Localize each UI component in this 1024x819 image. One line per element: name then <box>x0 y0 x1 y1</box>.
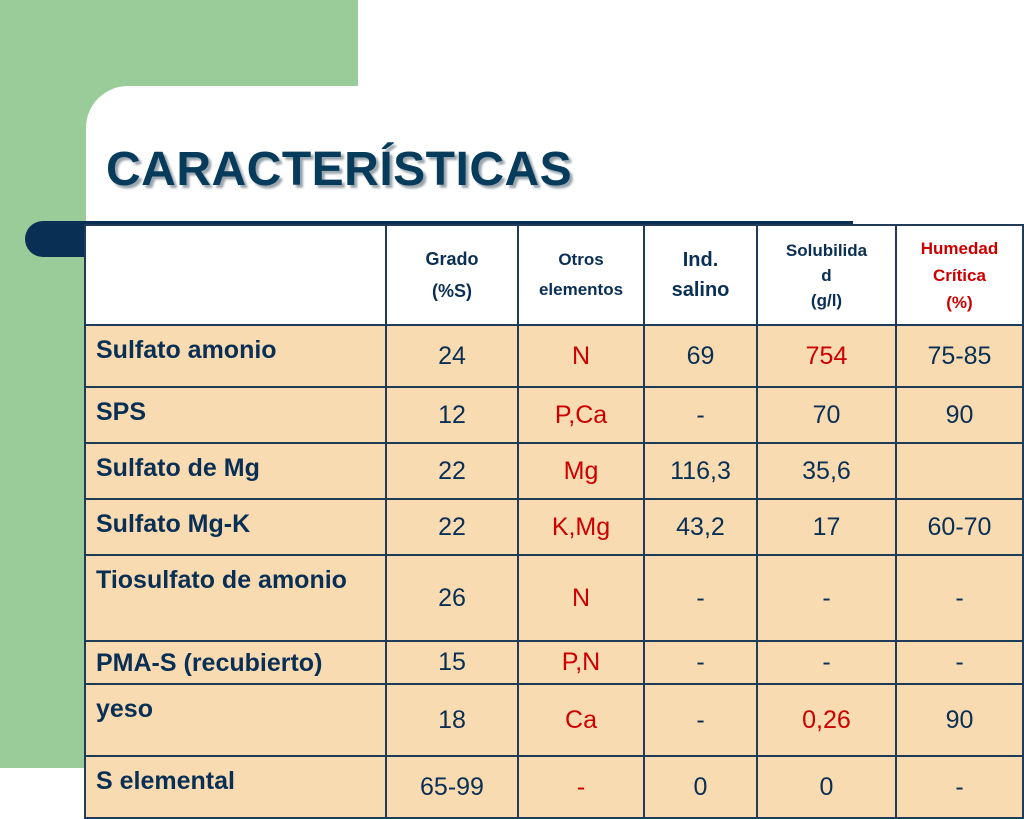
cell-grado: 12 <box>385 386 519 444</box>
characteristics-table: Grado (%S) Otros elementos Ind. salino Solu… <box>84 224 1024 819</box>
cell-otros: N <box>517 324 645 388</box>
table-row: SPS 12 P,Ca - 70 90 <box>84 386 1024 444</box>
cell-hum: - <box>895 554 1024 642</box>
table-row: Sulfato de Mg 22 Mg 116,3 35,6 <box>84 442 1024 500</box>
header-hum-line1: Humedad <box>920 238 999 258</box>
cell-hum: 90 <box>895 386 1024 444</box>
cell-sol: 70 <box>756 386 897 444</box>
header-empty-cell <box>84 224 387 326</box>
cell-hum: - <box>895 755 1024 819</box>
header-grado: Grado (%S) <box>385 224 519 326</box>
header-hum-line3: (%) <box>946 292 973 312</box>
header-sol-line1: Solubilida <box>785 240 868 260</box>
cell-grado: 65-99 <box>385 755 519 819</box>
header-otros-line2: elementos <box>538 280 624 299</box>
table-row: Sulfato Mg-K 22 K,Mg 43,2 17 60-70 <box>84 498 1024 556</box>
cell-grado: 15 <box>385 640 519 685</box>
cell-hum: - <box>895 640 1024 685</box>
header-grado-line1: Grado <box>425 249 479 269</box>
row-name: Sulfato amonio <box>84 324 387 388</box>
cell-sol: - <box>756 554 897 642</box>
header-otros-line1: Otros <box>558 250 604 269</box>
header-solubilidad: Solubilida d (g/l) <box>756 224 897 326</box>
cell-otros: P,N <box>517 640 645 685</box>
row-name: Sulfato de Mg <box>84 442 387 500</box>
cell-otros: Mg <box>517 442 645 500</box>
cell-otros: Ca <box>517 683 645 757</box>
slide-title: CARACTERÍSTICAS <box>106 143 573 196</box>
cell-sol: 0,26 <box>756 683 897 757</box>
cell-hum: 90 <box>895 683 1024 757</box>
cell-ind: - <box>643 683 758 757</box>
table-row: Sulfato amonio 24 N 69 754 75-85 <box>84 324 1024 388</box>
header-sol-line2: d <box>821 265 832 285</box>
cell-otros: P,Ca <box>517 386 645 444</box>
cell-ind: 69 <box>643 324 758 388</box>
header-ind-line1: Ind. <box>682 249 719 271</box>
row-name: SPS <box>84 386 387 444</box>
cell-otros: - <box>517 755 645 819</box>
row-name: yeso <box>84 683 387 757</box>
cell-grado: 26 <box>385 554 519 642</box>
row-name: PMA-S (recubierto) <box>84 640 387 685</box>
header-humedad: Humedad Crítica (%) <box>895 224 1024 326</box>
cell-hum <box>895 442 1024 500</box>
header-otros: Otros elementos <box>517 224 645 326</box>
header-grado-line2: (%S) <box>432 281 472 301</box>
cell-ind: - <box>643 554 758 642</box>
header-ind-salino: Ind. salino <box>643 224 758 326</box>
row-name: Sulfato Mg-K <box>84 498 387 556</box>
cell-otros: N <box>517 554 645 642</box>
cell-otros: K,Mg <box>517 498 645 556</box>
cell-sol: 754 <box>756 324 897 388</box>
cell-ind: 116,3 <box>643 442 758 500</box>
table-row: PMA-S (recubierto) 15 P,N - - - <box>84 640 1024 685</box>
cell-grado: 22 <box>385 498 519 556</box>
table-row: S elemental 65-99 - 0 0 - <box>84 755 1024 819</box>
cell-ind: 43,2 <box>643 498 758 556</box>
row-name: Tiosulfato de amonio <box>84 554 387 642</box>
header-ind-line2: salino <box>671 279 730 301</box>
cell-grado: 22 <box>385 442 519 500</box>
cell-ind: - <box>643 386 758 444</box>
header-hum-line2: Crítica <box>933 265 986 285</box>
table-row: yeso 18 Ca - 0,26 90 <box>84 683 1024 757</box>
cell-sol: 0 <box>756 755 897 819</box>
row-name: S elemental <box>84 755 387 819</box>
table-header-row: Grado (%S) Otros elementos Ind. salino Solu… <box>84 224 1024 326</box>
table-row: Tiosulfato de amonio 26 N - - - <box>84 554 1024 642</box>
cell-ind: - <box>643 640 758 685</box>
cell-hum: 75-85 <box>895 324 1024 388</box>
cell-grado: 24 <box>385 324 519 388</box>
header-sol-line3: (g/l) <box>810 290 843 310</box>
cell-sol: - <box>756 640 897 685</box>
cell-sol: 35,6 <box>756 442 897 500</box>
cell-ind: 0 <box>643 755 758 819</box>
cell-hum: 60-70 <box>895 498 1024 556</box>
cell-grado: 18 <box>385 683 519 757</box>
cell-sol: 17 <box>756 498 897 556</box>
